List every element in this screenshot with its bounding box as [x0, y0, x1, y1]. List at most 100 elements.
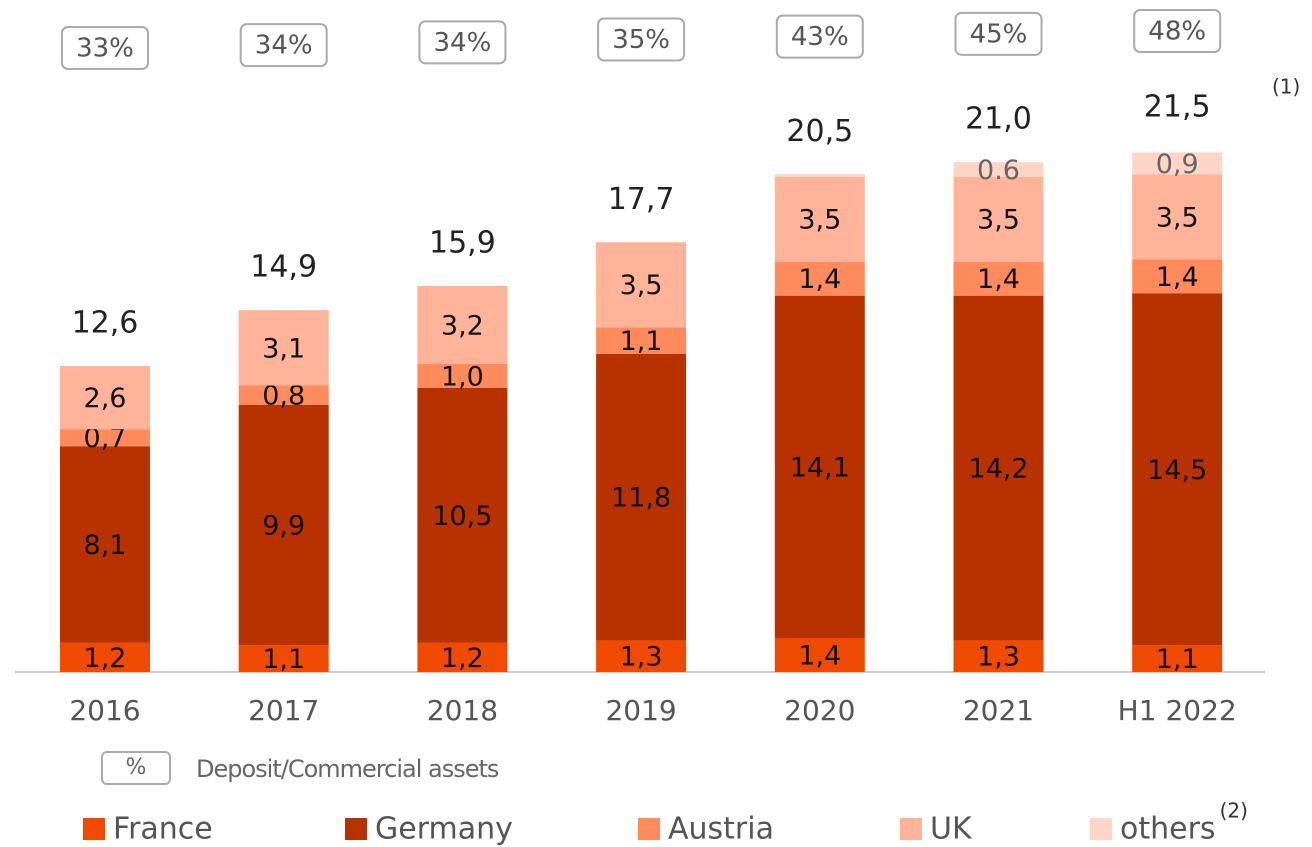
x-tick-label: 2019	[605, 694, 676, 727]
segment-label: 1,4	[977, 264, 1020, 295]
segment-label: 3,1	[262, 333, 305, 364]
bar-segment	[953, 162, 1044, 177]
ratio-box	[954, 11, 1043, 56]
bar-segment	[774, 638, 865, 672]
bar-segment	[238, 385, 329, 405]
bar-segment	[60, 366, 150, 430]
bar-segment	[1132, 174, 1223, 260]
segment-label: 1,1	[262, 644, 305, 675]
segment-label: 1,1	[620, 326, 663, 357]
ratio-legend-label: Deposit/Commercial assets	[196, 755, 499, 783]
segment-label: 3,5	[1156, 202, 1199, 233]
x-tick-label: 2017	[248, 694, 319, 727]
ratio-legend-box	[101, 751, 171, 785]
bar-segment	[953, 176, 1044, 262]
x-tick-label: 2018	[427, 694, 498, 727]
x-tick-label: 2016	[69, 694, 140, 727]
ratio-legend-symbol: %	[126, 755, 147, 780]
bar-segment	[1132, 152, 1223, 175]
segment-label: 10,5	[432, 501, 492, 532]
bar-segment	[596, 640, 687, 672]
segment-label: 14,2	[968, 454, 1028, 485]
segment-label: 1,3	[620, 642, 663, 673]
legend-swatch	[83, 818, 105, 840]
ratio-box	[597, 17, 686, 62]
segment-label: 14,1	[790, 452, 850, 483]
bar-segment	[417, 387, 508, 643]
segment-label: 0,8	[262, 381, 305, 412]
bar-segment	[1132, 259, 1223, 294]
ratio-box	[418, 20, 507, 65]
segment-label: 1,2	[441, 643, 484, 674]
segment-label: 14,5	[1147, 455, 1207, 486]
legend-swatch	[345, 818, 367, 840]
total-label: 20,5	[786, 114, 853, 149]
bar-segment	[1132, 293, 1223, 646]
segment-label: 1,2	[84, 643, 127, 674]
legend-label: UK	[930, 812, 973, 847]
bar-segment	[953, 261, 1044, 296]
segment-label: 3,2	[441, 310, 484, 341]
bar-segment	[417, 642, 508, 672]
segment-label: 3,5	[798, 205, 841, 236]
segment-label: 3,5	[977, 205, 1020, 236]
ratio-label: 33%	[76, 34, 134, 64]
segment-label: 9,9	[262, 511, 305, 542]
segment-label: 0,9	[1156, 149, 1199, 180]
bar-segment	[774, 174, 865, 177]
legend-swatch	[638, 818, 660, 840]
segment-label: 1,0	[441, 361, 484, 392]
total-label: 12,6	[72, 306, 139, 341]
legend-swatch	[900, 818, 922, 840]
bar-segment	[60, 429, 150, 447]
ratio-box	[239, 23, 328, 68]
ratio-label: 43%	[791, 22, 849, 52]
segment-label: 0.6	[977, 155, 1020, 186]
legend-swatch	[1090, 818, 1112, 840]
total-label: 21,5	[1144, 90, 1211, 125]
ratio-box	[775, 14, 864, 59]
bar-segment	[238, 310, 329, 386]
legend-label: Germany	[375, 812, 513, 847]
x-tick-label: H1 2022	[1118, 694, 1237, 727]
bar-segment	[238, 645, 329, 672]
ratio-label: 45%	[970, 19, 1028, 49]
segment-label: 8,1	[84, 530, 127, 561]
total-label: 15,9	[429, 225, 496, 260]
legend-label: France	[113, 812, 213, 847]
ratio-label: 34%	[255, 31, 313, 61]
bar-segment	[60, 642, 150, 672]
legend-label: Austria	[668, 812, 774, 847]
ratio-box	[1133, 9, 1222, 53]
bar-segment	[417, 285, 508, 364]
bar-segment	[774, 176, 865, 262]
segment-label: 1,1	[1156, 644, 1199, 675]
totals-note: (1)	[1272, 75, 1300, 99]
segment-label: 1,4	[1156, 262, 1199, 293]
bar-segment	[238, 404, 329, 646]
bar-segment	[60, 446, 150, 643]
bar-segment	[953, 295, 1044, 641]
bar-segment	[596, 327, 687, 354]
segment-label: 1,3	[977, 642, 1020, 673]
segment-label: 1,4	[798, 641, 841, 672]
x-tick-label: 2020	[784, 694, 855, 727]
bar-segment	[1132, 645, 1223, 672]
x-tick-label: 2021	[963, 694, 1034, 727]
total-label: 21,0	[965, 102, 1032, 137]
bar-segment	[596, 353, 687, 641]
ratio-label: 48%	[1148, 17, 1206, 47]
segment-label: 3,5	[620, 270, 663, 301]
bar-segment	[774, 295, 865, 639]
bar-segment	[953, 640, 1044, 672]
bar-segment	[417, 363, 508, 388]
total-label: 14,9	[250, 250, 317, 285]
ratio-box	[61, 26, 149, 70]
legend-label: others	[1120, 812, 1216, 847]
total-label: 17,7	[608, 182, 675, 217]
ratio-label: 35%	[612, 25, 670, 55]
segment-label: 11,8	[611, 483, 671, 514]
segment-label: 2,6	[84, 383, 127, 414]
others-note: (2)	[1220, 799, 1248, 823]
